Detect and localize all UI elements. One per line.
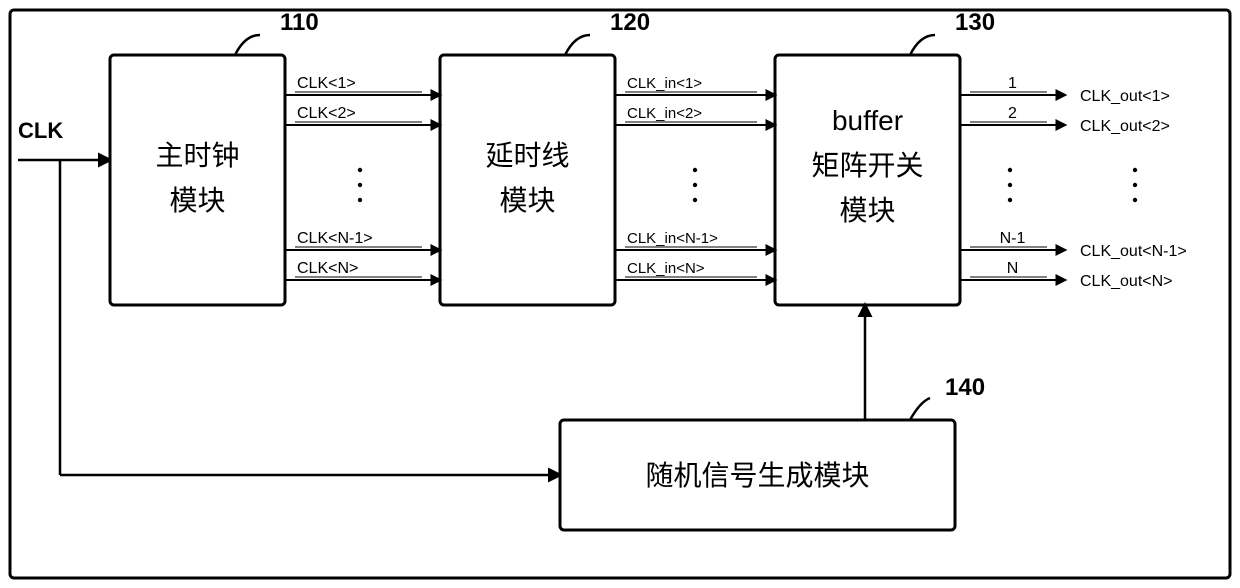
delay-line-block-ref: 120: [610, 9, 650, 36]
delay-line-block-label: 模块: [499, 185, 555, 216]
delay-line-block-tag-leader: [565, 35, 590, 55]
sigout-label-0: CLK_out<1>: [1080, 88, 1170, 105]
dots-col3: [1008, 198, 1012, 202]
delay-line-block-label: 延时线: [485, 140, 569, 171]
sig12-label-1: CLK<2>: [297, 105, 356, 122]
sigout-num-3: N: [1007, 260, 1019, 277]
main-clock-block-ref: 110: [280, 9, 319, 36]
dots-col3: [1008, 168, 1012, 172]
sigout-label-3: CLK_out<N>: [1080, 273, 1173, 290]
buffer-matrix-block-tag-leader: [910, 35, 935, 55]
sig12-label-2: CLK<N-1>: [297, 230, 373, 247]
buffer-matrix-block-label: buffer: [832, 105, 903, 136]
random-block-label: 随机信号生成模块: [645, 460, 869, 491]
dots-col2: [693, 168, 697, 172]
main-clock-block-label: 主时钟: [155, 140, 239, 171]
buffer-matrix-block-label: 模块: [839, 195, 895, 226]
dots-col4: [1133, 168, 1137, 172]
random-ref: 140: [945, 374, 985, 401]
delay-line-block: [440, 55, 615, 305]
sigout-label-1: CLK_out<2>: [1080, 118, 1170, 135]
buffer-matrix-block-label: 矩阵开关: [811, 150, 923, 181]
random-tag-leader: [910, 398, 930, 420]
clk-input-label: CLK: [18, 118, 63, 143]
dots-col3: [1008, 183, 1012, 187]
sigout-num-0: 1: [1008, 75, 1017, 92]
dots-col4: [1133, 183, 1137, 187]
dots-col4: [1133, 198, 1137, 202]
sig23-label-0: CLK_in<1>: [627, 75, 702, 92]
sig23-label-3: CLK_in<N>: [627, 260, 705, 277]
sig12-label-0: CLK<1>: [297, 75, 356, 92]
main-clock-block-label: 模块: [169, 185, 225, 216]
sig23-label-2: CLK_in<N-1>: [627, 230, 718, 247]
sigout-num-2: N-1: [1000, 230, 1026, 247]
buffer-matrix-block-ref: 130: [955, 9, 995, 36]
sig23-label-1: CLK_in<2>: [627, 105, 702, 122]
main-clock-block: [110, 55, 285, 305]
dots-col2: [693, 198, 697, 202]
dots-col1: [358, 198, 362, 202]
sig12-label-3: CLK<N>: [297, 260, 358, 277]
main-clock-block-tag-leader: [235, 35, 260, 55]
dots-col1: [358, 183, 362, 187]
dots-col1: [358, 168, 362, 172]
dots-col2: [693, 183, 697, 187]
block-diagram: CLK 主时钟模块 110 延时线模块 120 buffer 矩阵开关模块 130 随机信号生成…: [0, 0, 1240, 588]
sigout-label-2: CLK_out<N-1>: [1080, 243, 1187, 260]
sigout-num-1: 2: [1008, 105, 1017, 122]
